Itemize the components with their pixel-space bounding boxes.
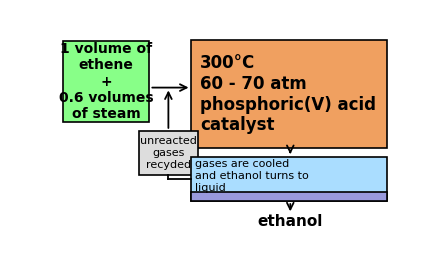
Text: unreacted
gases
recyded: unreacted gases recyded [140, 136, 197, 169]
Text: gases are cooled
and ethanol turns to
liquid: gases are cooled and ethanol turns to li… [195, 159, 308, 193]
Bar [191, 192, 388, 201]
Bar [62, 41, 150, 122]
Text: 300°C
60 - 70 atm
phosphoric(V) acid
catalyst: 300°C 60 - 70 atm phosphoric(V) acid cat… [200, 54, 376, 134]
Bar [139, 131, 198, 175]
Text: ethanol: ethanol [257, 214, 323, 229]
Bar [191, 157, 388, 201]
Text: 1 volume of
ethene
+
0.6 volumes
of steam: 1 volume of ethene + 0.6 volumes of stea… [59, 42, 153, 121]
Bar [191, 40, 388, 148]
